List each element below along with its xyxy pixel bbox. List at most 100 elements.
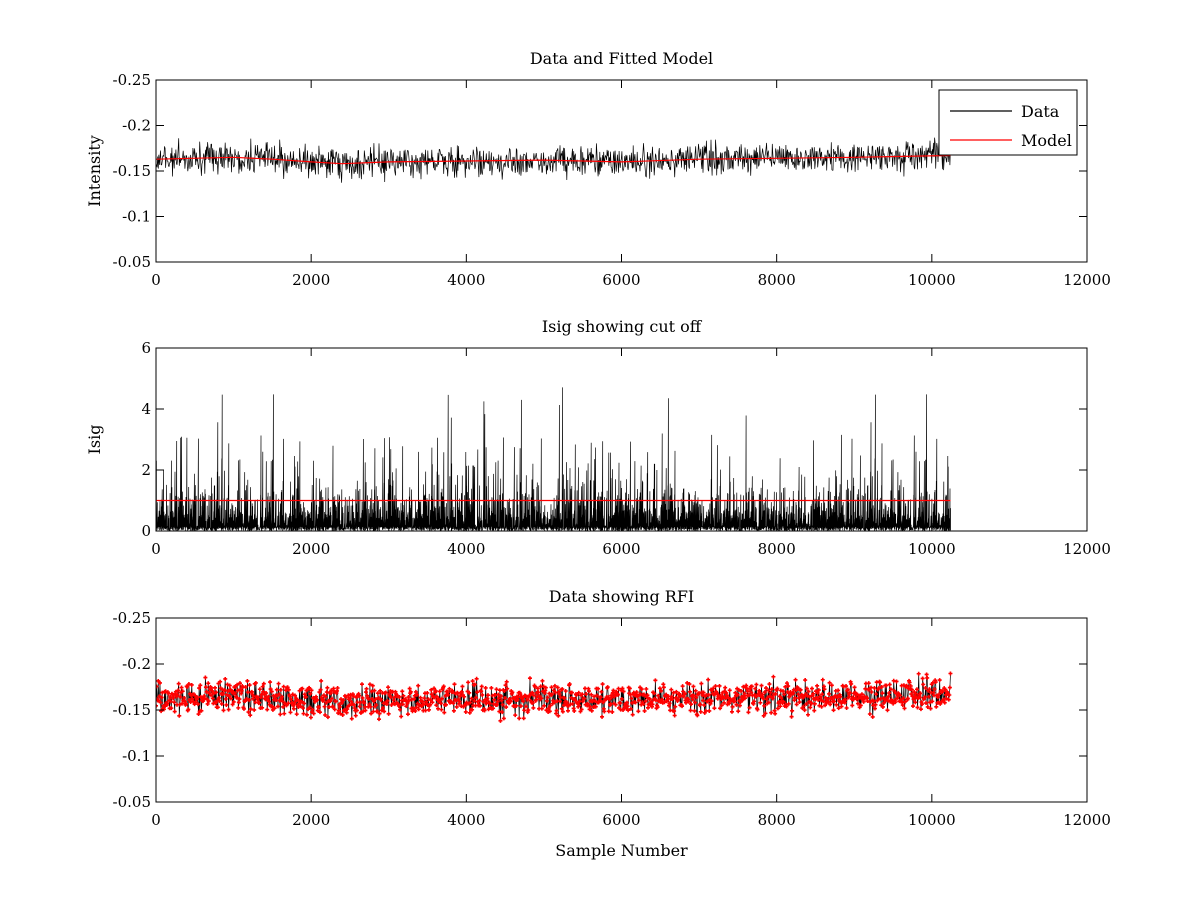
rfi-marker: [380, 705, 385, 710]
rfi-marker: [836, 706, 841, 711]
rfi-marker: [739, 688, 744, 693]
rfi-marker: [498, 718, 503, 723]
rfi-marker: [627, 686, 632, 691]
rfi-marker: [743, 696, 748, 701]
rfi-marker: [908, 683, 913, 688]
rfi-marker: [804, 702, 809, 707]
rfi-marker: [491, 701, 496, 706]
rfi-marker: [517, 716, 522, 721]
rfi-marker: [325, 715, 330, 720]
rfi-marker: [315, 708, 320, 713]
rfi-marker: [820, 677, 825, 682]
rfi-marker: [754, 682, 759, 687]
rfi-marker: [913, 700, 918, 705]
plot-area: [156, 387, 951, 531]
rfi-marker: [814, 695, 819, 700]
rfi-marker: [157, 680, 162, 685]
rfi-marker: [773, 691, 778, 696]
rfi-marker: [765, 695, 770, 700]
y-tick-label: -0.05: [113, 793, 151, 811]
rfi-marker: [292, 702, 297, 707]
rfi-marker: [241, 706, 246, 711]
rfi-marker: [606, 695, 611, 700]
rfi-marker: [527, 676, 532, 681]
rfi-marker: [793, 677, 798, 682]
rfi-marker: [226, 707, 231, 712]
rfi-marker: [466, 680, 471, 685]
rfi-marker: [757, 690, 762, 695]
rfi-marker: [522, 708, 527, 713]
x-tick-label: 12000: [1063, 271, 1111, 289]
rfi-marker: [773, 711, 778, 716]
rfi-marker: [927, 687, 932, 692]
rfi-marker: [497, 688, 502, 693]
rfi-marker: [576, 690, 581, 695]
rfi-marker: [303, 694, 308, 699]
rfi-marker: [781, 689, 786, 694]
chart-panel-3: 0 2000 4000 6000 8000 10000 12000 -0.05 -0.1 -0.1…: [113, 587, 1111, 860]
rfi-marker: [308, 715, 313, 720]
rfi-marker: [819, 698, 824, 703]
rfi-marker: [177, 702, 182, 707]
rfi-marker: [634, 690, 639, 695]
rfi-marker: [695, 713, 700, 718]
rfi-marker: [874, 692, 879, 697]
rfi-marker: [376, 695, 381, 700]
rfi-marker: [844, 684, 849, 689]
rfi-marker: [859, 692, 864, 697]
x-tick-label: 8000: [758, 271, 796, 289]
rfi-marker: [180, 701, 185, 706]
rfi-marker: [740, 697, 745, 702]
rfi-marker: [482, 708, 487, 713]
rfi-marker: [880, 691, 885, 696]
rfi-marker: [769, 710, 774, 715]
rfi-marker: [940, 689, 945, 694]
y-tick-label: 6: [141, 339, 151, 357]
rfi-marker: [504, 705, 509, 710]
x-tick-label: 12000: [1063, 811, 1111, 829]
rfi-marker: [451, 701, 456, 706]
rfi-marker: [672, 713, 677, 718]
rfi-marker: [401, 693, 406, 698]
rfi-marker: [827, 691, 832, 696]
rfi-marker: [268, 680, 273, 685]
rfi-marker: [700, 693, 705, 698]
rfi-marker: [489, 685, 494, 690]
rfi-marker: [947, 685, 952, 690]
rfi-marker: [318, 687, 323, 692]
rfi-marker: [247, 698, 252, 703]
rfi-marker: [412, 693, 417, 698]
rfi-marker: [920, 702, 925, 707]
rfi-marker: [442, 710, 447, 715]
rfi-marker: [446, 692, 451, 697]
rfi-marker: [687, 682, 692, 687]
rfi-marker: [736, 687, 741, 692]
rfi-marker: [337, 704, 342, 709]
rfi-marker: [861, 699, 866, 704]
rfi-marker: [947, 692, 952, 697]
rfi-marker: [198, 683, 203, 688]
rfi-marker: [699, 681, 704, 686]
rfi-marker: [650, 702, 655, 707]
rfi-marker: [797, 700, 802, 705]
rfi-marker: [806, 689, 811, 694]
rfi-marker: [257, 700, 262, 705]
rfi-marker: [225, 682, 230, 687]
rfi-marker: [691, 693, 696, 698]
rfi-marker: [553, 690, 558, 695]
rfi-marker: [727, 688, 732, 693]
rfi-marker: [369, 711, 374, 716]
x-tick-label: 8000: [758, 540, 796, 558]
rfi-marker: [579, 707, 584, 712]
rfi-marker: [416, 707, 421, 712]
x-tick-label: 0: [151, 271, 161, 289]
rfi-marker: [914, 687, 919, 692]
rfi-marker: [479, 689, 484, 694]
rfi-marker: [206, 699, 211, 704]
rfi-marker: [496, 696, 501, 701]
rfi-marker: [428, 702, 433, 707]
rfi-marker: [662, 700, 667, 705]
rfi-marker: [884, 683, 889, 688]
rfi-marker: [749, 690, 754, 695]
rfi-marker: [253, 680, 258, 685]
